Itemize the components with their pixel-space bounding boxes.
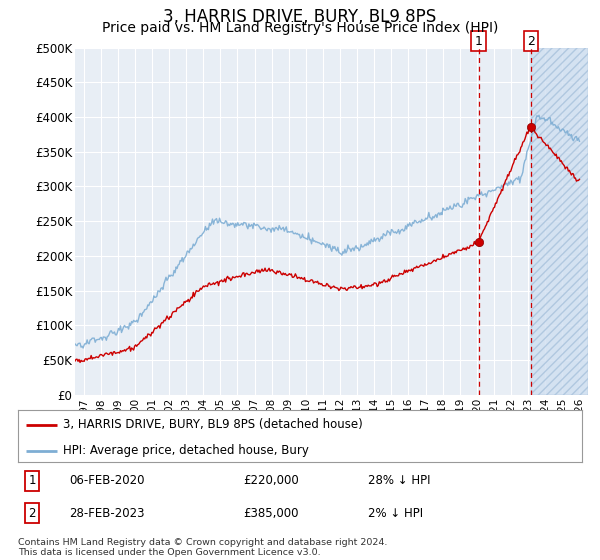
Text: 06-FEB-2020: 06-FEB-2020 [69, 474, 144, 487]
Text: 28-FEB-2023: 28-FEB-2023 [69, 507, 144, 520]
Text: 1: 1 [475, 35, 482, 48]
Text: 1: 1 [28, 474, 36, 487]
Text: £220,000: £220,000 [244, 474, 299, 487]
Text: 2: 2 [527, 35, 535, 48]
Text: 2% ↓ HPI: 2% ↓ HPI [368, 507, 423, 520]
Text: HPI: Average price, detached house, Bury: HPI: Average price, detached house, Bury [63, 444, 309, 457]
Bar [531, 48, 588, 395]
Text: 3, HARRIS DRIVE, BURY, BL9 8PS (detached house): 3, HARRIS DRIVE, BURY, BL9 8PS (detached… [63, 418, 363, 431]
Text: 3, HARRIS DRIVE, BURY, BL9 8PS: 3, HARRIS DRIVE, BURY, BL9 8PS [163, 8, 437, 26]
Text: 2: 2 [28, 507, 36, 520]
Text: Price paid vs. HM Land Registry's House Price Index (HPI): Price paid vs. HM Land Registry's House … [102, 21, 498, 35]
Text: £385,000: £385,000 [244, 507, 299, 520]
Text: Contains HM Land Registry data © Crown copyright and database right 2024.
This d: Contains HM Land Registry data © Crown c… [18, 538, 388, 557]
Bar [531, 48, 588, 395]
Text: 28% ↓ HPI: 28% ↓ HPI [368, 474, 430, 487]
